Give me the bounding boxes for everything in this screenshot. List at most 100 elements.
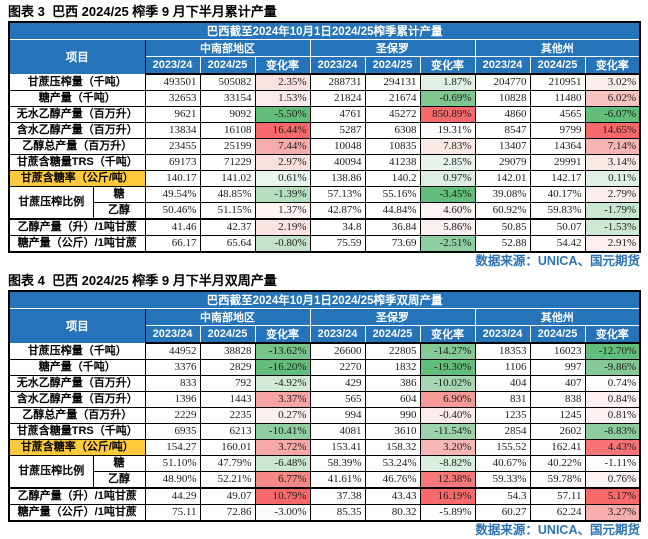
value-cell: 57.13% bbox=[309, 186, 366, 203]
value-cell: 204770 bbox=[474, 73, 531, 91]
value-cell: 162.41 bbox=[529, 439, 586, 456]
change-cell: -4.92% bbox=[254, 375, 311, 392]
col-header-change: 变化率 bbox=[584, 56, 641, 75]
row-label: 甘蔗含糖量TRS（千吨） bbox=[8, 423, 146, 440]
change-cell: -1.39% bbox=[254, 186, 311, 203]
table-title: 巴西截至2024年10月1日2024/25榨季累计产量 bbox=[8, 21, 641, 40]
row-label: 无水乙醇产量（百万升） bbox=[8, 106, 146, 123]
row-label: 乙醇产量（升）/1吨甘蔗 bbox=[8, 218, 146, 236]
value-cell: 22805 bbox=[364, 342, 421, 360]
col-header-2023-24: 2023/24 bbox=[144, 56, 201, 75]
change-cell: 2.85% bbox=[419, 154, 476, 171]
change-cell: 850.89% bbox=[419, 106, 476, 123]
value-cell: 25199 bbox=[199, 138, 256, 155]
row-label: 乙醇产量（升）/1吨甘蔗 bbox=[8, 487, 146, 505]
region-header-other-states: 其他州 bbox=[474, 308, 641, 326]
value-cell: 32653 bbox=[144, 90, 201, 107]
change-cell: -1.53% bbox=[584, 218, 641, 236]
row-sub-label: 乙醇 bbox=[92, 471, 146, 489]
value-cell: 54.3 bbox=[474, 487, 531, 505]
change-cell: -0.80% bbox=[254, 235, 311, 253]
value-cell: 997 bbox=[529, 359, 586, 376]
value-cell: 36.84 bbox=[364, 218, 421, 236]
row-label: 甘蔗压榨量（千吨） bbox=[8, 73, 146, 91]
col-header-change: 变化率 bbox=[584, 325, 641, 344]
region-header-sao-paulo: 圣保罗 bbox=[309, 39, 476, 57]
value-cell: 10828 bbox=[474, 90, 531, 107]
change-cell: 2.35% bbox=[254, 73, 311, 91]
value-cell: 38828 bbox=[199, 342, 256, 360]
value-cell: 14364 bbox=[529, 138, 586, 155]
value-cell: 8547 bbox=[474, 122, 531, 139]
value-cell: 10048 bbox=[309, 138, 366, 155]
change-cell: -8.82% bbox=[419, 455, 476, 472]
row-label: 甘蔗含糖率（公斤/吨） bbox=[8, 439, 146, 456]
change-cell: 0.27% bbox=[254, 407, 311, 424]
value-cell: 138.86 bbox=[309, 170, 366, 187]
change-cell: 0.11% bbox=[584, 170, 641, 187]
value-cell: 140.2 bbox=[364, 170, 421, 187]
change-cell: -3.00% bbox=[254, 504, 311, 522]
value-cell: 994 bbox=[309, 407, 366, 424]
value-cell: 59.83% bbox=[529, 202, 586, 220]
change-cell: -6.07% bbox=[584, 106, 641, 123]
value-cell: 44.29 bbox=[144, 487, 201, 505]
change-cell: 0.61% bbox=[254, 170, 311, 187]
value-cell: 838 bbox=[529, 391, 586, 408]
value-cell: 4081 bbox=[309, 423, 366, 440]
row-label: 甘蔗压榨量（千吨） bbox=[8, 342, 146, 360]
value-cell: 2229 bbox=[144, 407, 201, 424]
value-cell: 386 bbox=[364, 375, 421, 392]
value-cell: 13834 bbox=[144, 122, 201, 139]
value-cell: 2235 bbox=[199, 407, 256, 424]
change-cell: 6.90% bbox=[419, 391, 476, 408]
value-cell: 29079 bbox=[474, 154, 531, 171]
value-cell: 55.16% bbox=[364, 186, 421, 203]
value-cell: 44.84% bbox=[364, 202, 421, 220]
col-header-change: 变化率 bbox=[254, 325, 311, 344]
change-cell: -10.02% bbox=[419, 375, 476, 392]
change-cell: -13.62% bbox=[254, 342, 311, 360]
biweekly-production-table: 巴西截至2024年10月1日2024/25榨季双周产量 项目 中南部地区 圣保罗… bbox=[8, 290, 642, 522]
row-label: 糖产量（公斤）/1吨甘蔗 bbox=[8, 235, 146, 253]
change-cell: -6.48% bbox=[254, 455, 311, 472]
change-cell: 6.77% bbox=[254, 471, 311, 489]
change-cell: 19.31% bbox=[419, 122, 476, 139]
value-cell: 3376 bbox=[144, 359, 201, 376]
change-cell: 4.60% bbox=[419, 202, 476, 220]
value-cell: 54.42 bbox=[529, 235, 586, 253]
value-cell: 65.64 bbox=[199, 235, 256, 253]
col-header-2024-25: 2024/25 bbox=[529, 325, 586, 344]
change-cell: -3.45% bbox=[419, 186, 476, 203]
value-cell: 45272 bbox=[364, 106, 421, 123]
value-cell: 831 bbox=[474, 391, 531, 408]
value-cell: 46.76% bbox=[364, 471, 421, 489]
region-header-other-states: 其他州 bbox=[474, 39, 641, 57]
value-cell: 5287 bbox=[309, 122, 366, 139]
value-cell: 57.11 bbox=[529, 487, 586, 505]
value-cell: 49.07 bbox=[199, 487, 256, 505]
row-label: 糖产量（千吨） bbox=[8, 359, 146, 376]
change-cell: 0.81% bbox=[584, 407, 641, 424]
change-cell: -0.40% bbox=[419, 407, 476, 424]
value-cell: 66.17 bbox=[144, 235, 201, 253]
value-cell: 48.90% bbox=[144, 471, 201, 489]
row-sub-label: 糖 bbox=[92, 186, 146, 203]
region-header-center-south: 中南部地区 bbox=[144, 308, 311, 326]
value-cell: 160.01 bbox=[199, 439, 256, 456]
change-cell: -9.86% bbox=[584, 359, 641, 376]
value-cell: 158.32 bbox=[364, 439, 421, 456]
change-cell: -2.51% bbox=[419, 235, 476, 253]
value-cell: 2829 bbox=[199, 359, 256, 376]
change-cell: 3.14% bbox=[584, 154, 641, 171]
value-cell: 429 bbox=[309, 375, 366, 392]
change-cell: 0.76% bbox=[584, 471, 641, 489]
value-cell: 50.46% bbox=[144, 202, 201, 220]
value-cell: 40.67% bbox=[474, 455, 531, 472]
value-cell: 52.88 bbox=[474, 235, 531, 253]
value-cell: 51.15% bbox=[199, 202, 256, 220]
col-header-2024-25: 2024/25 bbox=[199, 325, 256, 344]
change-cell: 0.84% bbox=[584, 391, 641, 408]
value-cell: 43.43 bbox=[364, 487, 421, 505]
row-group-label: 甘蔗压榨比例 bbox=[8, 186, 94, 220]
